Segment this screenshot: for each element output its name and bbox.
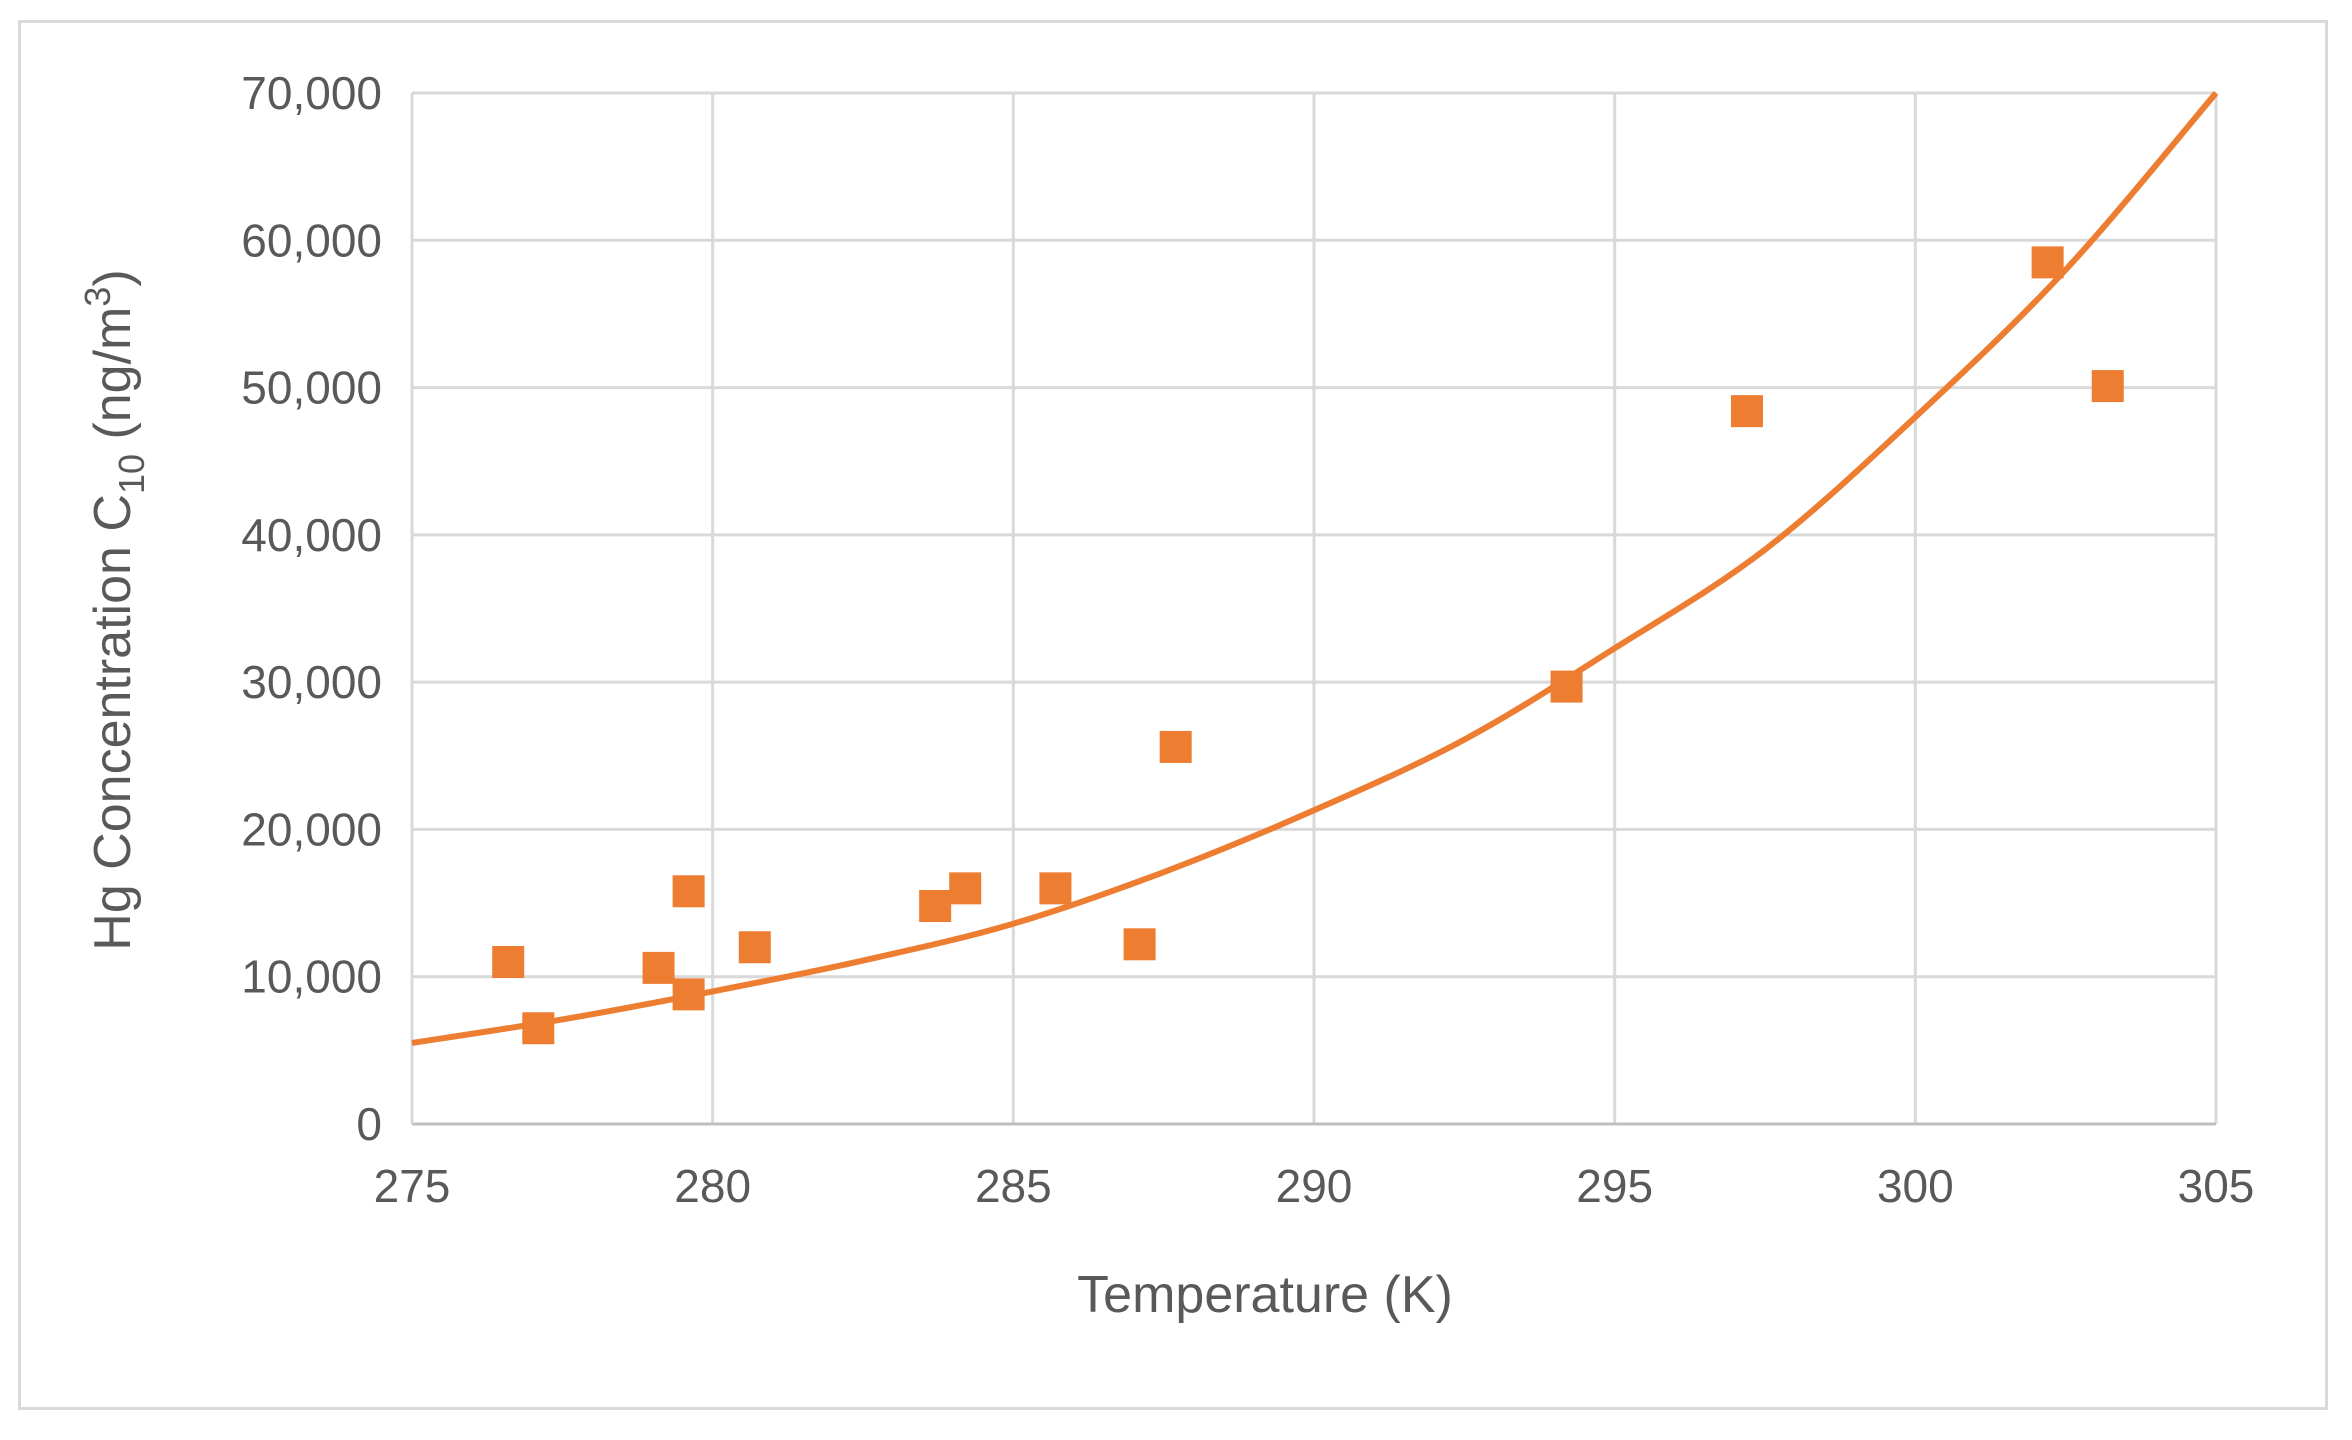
x-tick-label: 305 [2178,1160,2255,1212]
y-tick-label: 70,000 [241,67,382,119]
x-tick-label: 290 [1276,1160,1353,1212]
y-tick-label: 20,000 [241,803,382,855]
y-tick-label: 0 [356,1098,382,1150]
data-point [2031,246,2064,279]
data-point [642,951,675,984]
data-point [738,931,771,964]
data-point [1159,730,1192,763]
y-axis-title-close: ) [84,269,142,286]
x-tick-label: 275 [374,1160,451,1212]
y-axis-title-subscript: 10 [111,454,152,494]
axes [410,93,2216,1126]
y-axis-title: Hg Concentration C10 (ng/m3) [77,269,152,950]
y-axis-title-main: Hg Concentration C [84,494,142,951]
data-point [672,875,705,908]
x-tick-label: 285 [975,1160,1052,1212]
x-tick-label: 280 [674,1160,751,1212]
trendline [411,91,2219,1046]
y-tick-label: 10,000 [241,951,382,1003]
x-axis-title: Temperature (K) [1077,1266,1453,1324]
y-tick-label: 50,000 [241,362,382,414]
chart-frame [18,20,2328,1410]
y-tick-label: 40,000 [241,509,382,561]
data-point [1730,395,1763,428]
x-tick-label: 295 [1576,1160,1653,1212]
data-point [949,872,982,905]
gridlines [412,91,2218,1124]
data-point [522,1012,555,1045]
data-point [1550,670,1583,703]
data-point [492,945,525,978]
y-axis-title-unit: (ng/m [84,307,142,454]
y-axis-title-superscript: 3 [77,287,118,307]
data-points [492,246,2124,1045]
data-point [672,978,705,1011]
data-point [1039,872,1072,905]
x-tick-label: 300 [1877,1160,1954,1212]
y-tick-label: 30,000 [241,656,382,708]
tick-labels: 0 10,000 20,000 30,000 40,000 50,000 60,000 70,… [241,67,2254,1212]
data-point [1123,928,1156,961]
data-point [919,890,952,923]
data-point [2091,370,2124,403]
trendline-group [411,91,2219,1046]
y-tick-label: 60,000 [241,214,382,266]
